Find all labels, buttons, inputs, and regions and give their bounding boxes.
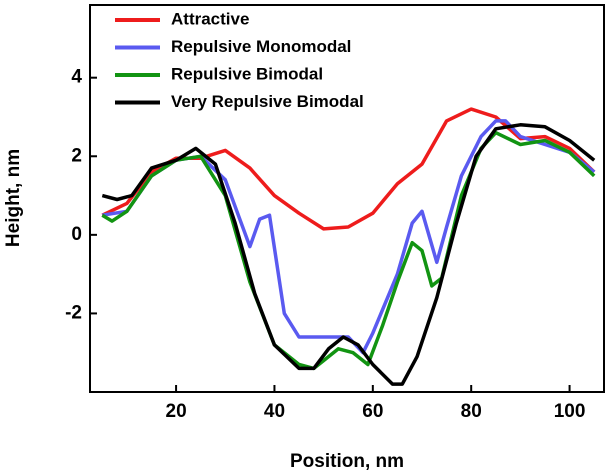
y-tick-label: -2 <box>65 302 82 323</box>
series-line <box>101 107 596 231</box>
legend-label: Attractive <box>171 9 249 28</box>
x-tick-label: 20 <box>166 401 187 422</box>
plot-frame <box>89 4 605 393</box>
y-tick-label: 0 <box>71 224 82 245</box>
y-tick-label: 2 <box>71 145 82 166</box>
series-line <box>102 119 596 355</box>
legend-label: Repulsive Bimodal <box>171 64 323 83</box>
legend-label: Repulsive Monomodal <box>171 37 351 56</box>
series-line <box>101 130 596 371</box>
legend-label: Very Repulsive Bimodal <box>171 92 364 111</box>
x-tick-label: 60 <box>362 401 383 422</box>
x-axis-label: Position, nm <box>290 451 404 472</box>
y-tick-label: 4 <box>71 67 82 88</box>
x-tick-label: 80 <box>461 401 482 422</box>
series-line <box>101 123 596 386</box>
y-axis-label: Height, nm <box>3 149 24 247</box>
x-tick-label: 40 <box>264 401 285 422</box>
x-tick-label: 100 <box>554 401 586 422</box>
